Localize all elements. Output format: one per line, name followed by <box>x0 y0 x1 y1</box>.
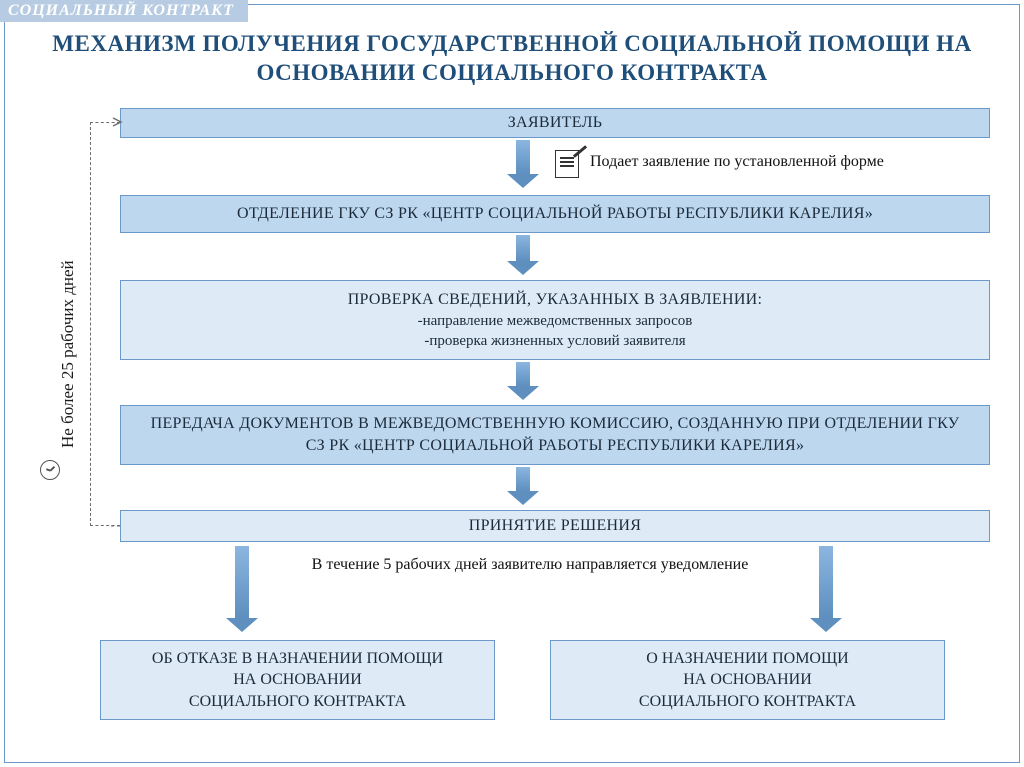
step-applicant-label: ЗАЯВИТЕЛЬ <box>508 112 603 134</box>
arrow-icon <box>507 467 539 505</box>
clock-icon <box>40 460 60 480</box>
step-transfer-label: ПЕРЕДАЧА ДОКУМЕНТОВ В МЕЖВЕДОМСТВЕННУЮ К… <box>145 413 965 456</box>
page-title: МЕХАНИЗМ ПОЛУЧЕНИЯ ГОСУДАРСТВЕННОЙ СОЦИА… <box>52 30 972 88</box>
arrow-icon <box>507 235 539 275</box>
step-verification-header: ПРОВЕРКА СВЕДЕНИЙ, УКАЗАННЫХ В ЗАЯВЛЕНИИ… <box>348 289 763 311</box>
step-department: ОТДЕЛЕНИЕ ГКУ СЗ РК «ЦЕНТР СОЦИАЛЬНОЙ РА… <box>120 195 990 233</box>
submit-annotation: Подает заявление по установленной форме <box>590 153 884 171</box>
step-verification-line2: -проверка жизненных условий заявителя <box>424 331 685 351</box>
result-refusal-l2: НА ОСНОВАНИИ <box>233 669 362 691</box>
arrow-icon <box>507 362 539 400</box>
result-approval-l3: СОЦИАЛЬНОГО КОНТРАКТА <box>639 691 856 713</box>
result-approval-l1: О НАЗНАЧЕНИИ ПОМОЩИ <box>646 648 848 670</box>
step-verification: ПРОВЕРКА СВЕДЕНИЙ, УКАЗАННЫХ В ЗАЯВЛЕНИИ… <box>120 280 990 360</box>
result-approval: О НАЗНАЧЕНИИ ПОМОЩИ НА ОСНОВАНИИ СОЦИАЛЬ… <box>550 640 945 720</box>
loop-tail-icon <box>111 520 123 532</box>
arrow-icon <box>226 546 258 632</box>
result-refusal-l3: СОЦИАЛЬНОГО КОНТРАКТА <box>189 691 406 713</box>
step-verification-line1: -направление межведомственных запросов <box>418 311 693 331</box>
duration-label: Не более 25 рабочих дней <box>58 260 78 448</box>
feedback-loop <box>90 122 120 526</box>
result-approval-l2: НА ОСНОВАНИИ <box>683 669 812 691</box>
step-decision: ПРИНЯТИЕ РЕШЕНИЯ <box>120 510 990 542</box>
loop-arrowhead-icon <box>111 116 123 128</box>
arrow-icon <box>810 546 842 632</box>
result-refusal: ОБ ОТКАЗЕ В НАЗНАЧЕНИИ ПОМОЩИ НА ОСНОВАН… <box>100 640 495 720</box>
notification-note: В течение 5 рабочих дней заявителю напра… <box>245 552 815 578</box>
step-decision-label: ПРИНЯТИЕ РЕШЕНИЯ <box>469 515 642 537</box>
result-refusal-l1: ОБ ОТКАЗЕ В НАЗНАЧЕНИИ ПОМОЩИ <box>152 648 443 670</box>
step-transfer: ПЕРЕДАЧА ДОКУМЕНТОВ В МЕЖВЕДОМСТВЕННУЮ К… <box>120 405 990 465</box>
arrow-icon <box>507 140 539 188</box>
step-department-label: ОТДЕЛЕНИЕ ГКУ СЗ РК «ЦЕНТР СОЦИАЛЬНОЙ РА… <box>237 203 873 225</box>
step-applicant: ЗАЯВИТЕЛЬ <box>120 108 990 138</box>
header-tab: СОЦИАЛЬНЫЙ КОНТРАКТ <box>0 0 248 22</box>
